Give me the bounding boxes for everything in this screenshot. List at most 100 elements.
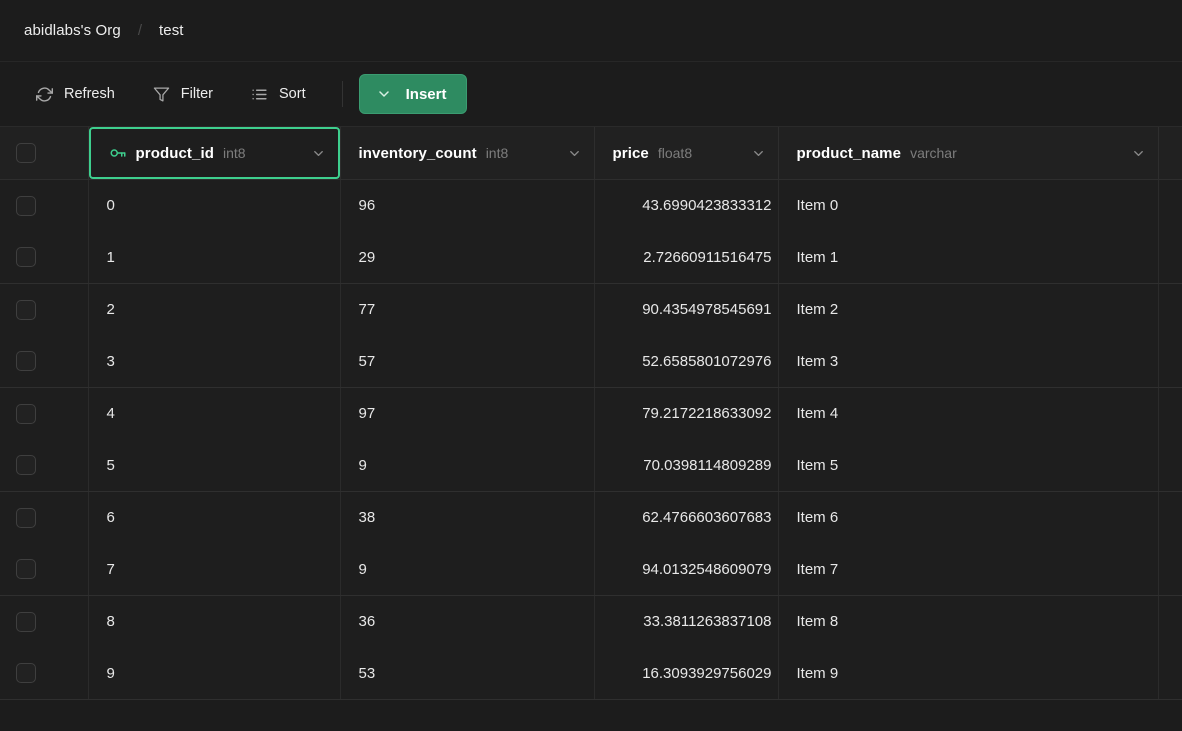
- table-row[interactable]: 3 57 52.6585801072976 Item 3: [0, 335, 1182, 388]
- breadcrumb-table[interactable]: test: [158, 22, 184, 39]
- cell-price[interactable]: 90.4354978545691: [594, 283, 779, 336]
- chevron-down-icon[interactable]: [311, 146, 326, 161]
- row-checkbox[interactable]: [16, 403, 36, 424]
- row-select-cell[interactable]: [0, 543, 89, 596]
- column-header-price[interactable]: price float8: [594, 127, 779, 180]
- filter-button[interactable]: Filter: [141, 78, 225, 110]
- row-select-cell[interactable]: [0, 179, 89, 232]
- cell-product_name[interactable]: Item 9: [778, 647, 1159, 700]
- row-spacer-cell: [1158, 595, 1182, 648]
- table-row[interactable]: 4 97 79.2172218633092 Item 4: [0, 387, 1182, 440]
- column-header-inventory-count[interactable]: inventory_count int8: [340, 127, 595, 180]
- table-row[interactable]: 7 9 94.0132548609079 Item 7: [0, 543, 1182, 596]
- data-grid-container[interactable]: product_id int8 inventory_count int8: [0, 127, 1182, 731]
- row-checkbox[interactable]: [16, 299, 36, 320]
- cell-product_id[interactable]: 1: [88, 231, 341, 284]
- row-checkbox[interactable]: [16, 195, 36, 216]
- cell-inventory_count[interactable]: 29: [340, 231, 595, 284]
- cell-price[interactable]: 79.2172218633092: [594, 387, 779, 440]
- cell-price[interactable]: 2.72660911516475: [594, 231, 779, 284]
- cell-product_id[interactable]: 8: [88, 595, 341, 648]
- cell-price[interactable]: 33.3811263837108: [594, 595, 779, 648]
- refresh-label: Refresh: [64, 86, 115, 102]
- cell-product_id[interactable]: 6: [88, 491, 341, 544]
- cell-product_id[interactable]: 9: [88, 647, 341, 700]
- cell-product_name[interactable]: Item 5: [778, 439, 1159, 492]
- row-spacer-cell: [1158, 647, 1182, 700]
- cell-inventory_count[interactable]: 57: [340, 335, 595, 388]
- row-select-cell[interactable]: [0, 387, 89, 440]
- cell-price[interactable]: 16.3093929756029: [594, 647, 779, 700]
- cell-inventory_count[interactable]: 9: [340, 543, 595, 596]
- cell-product_name[interactable]: Item 2: [778, 283, 1159, 336]
- row-select-cell[interactable]: [0, 335, 89, 388]
- cell-product_name[interactable]: Item 7: [778, 543, 1159, 596]
- column-name: product_id: [135, 144, 214, 162]
- breadcrumb: abidlabs's Org / test: [0, 0, 1182, 62]
- cell-product_id[interactable]: 7: [88, 543, 341, 596]
- table-row[interactable]: 5 9 70.0398114809289 Item 5: [0, 439, 1182, 492]
- cell-product_id[interactable]: 3: [88, 335, 341, 388]
- select-all-checkbox[interactable]: [16, 143, 36, 163]
- cell-product_name[interactable]: Item 8: [778, 595, 1159, 648]
- cell-product_name[interactable]: Item 1: [778, 231, 1159, 284]
- cell-inventory_count[interactable]: 38: [340, 491, 595, 544]
- row-select-cell[interactable]: [0, 283, 89, 336]
- chevron-down-icon[interactable]: [751, 146, 766, 161]
- row-checkbox[interactable]: [16, 663, 36, 684]
- table-row[interactable]: 8 36 33.3811263837108 Item 8: [0, 595, 1182, 648]
- table-row[interactable]: 0 96 43.6990423833312 Item 0: [0, 179, 1182, 232]
- cell-inventory_count[interactable]: 9: [340, 439, 595, 492]
- select-all-header[interactable]: [0, 127, 89, 180]
- cell-product_name[interactable]: Item 4: [778, 387, 1159, 440]
- table-row[interactable]: 2 77 90.4354978545691 Item 2: [0, 283, 1182, 336]
- cell-product_id[interactable]: 0: [88, 179, 341, 232]
- row-spacer-cell: [1158, 491, 1182, 544]
- cell-inventory_count[interactable]: 53: [340, 647, 595, 700]
- cell-product_name[interactable]: Item 0: [778, 179, 1159, 232]
- cell-inventory_count[interactable]: 97: [340, 387, 595, 440]
- cell-price[interactable]: 70.0398114809289: [594, 439, 779, 492]
- sort-button[interactable]: Sort: [239, 78, 318, 110]
- table-row[interactable]: 9 53 16.3093929756029 Item 9: [0, 647, 1182, 700]
- cell-product_id[interactable]: 2: [88, 283, 341, 336]
- column-type: varchar: [910, 145, 957, 161]
- row-spacer-cell: [1158, 335, 1182, 388]
- cell-inventory_count[interactable]: 96: [340, 179, 595, 232]
- column-header-product-id[interactable]: product_id int8: [88, 127, 341, 180]
- chevron-down-icon[interactable]: [567, 146, 582, 161]
- row-select-cell[interactable]: [0, 491, 89, 544]
- breadcrumb-org[interactable]: abidlabs's Org: [24, 22, 121, 39]
- row-select-cell[interactable]: [0, 231, 89, 284]
- cell-inventory_count[interactable]: 36: [340, 595, 595, 648]
- row-select-cell[interactable]: [0, 439, 89, 492]
- table-row[interactable]: 1 29 2.72660911516475 Item 1: [0, 231, 1182, 284]
- cell-inventory_count[interactable]: 77: [340, 283, 595, 336]
- cell-price[interactable]: 43.6990423833312: [594, 179, 779, 232]
- row-checkbox[interactable]: [16, 611, 36, 632]
- cell-price[interactable]: 94.0132548609079: [594, 543, 779, 596]
- insert-button[interactable]: Insert: [358, 74, 468, 114]
- row-checkbox[interactable]: [16, 507, 36, 528]
- cell-price[interactable]: 52.6585801072976: [594, 335, 779, 388]
- row-select-cell[interactable]: [0, 595, 89, 648]
- cell-product_name[interactable]: Item 3: [778, 335, 1159, 388]
- grid-header: product_id int8 inventory_count int8: [0, 127, 1182, 180]
- cell-product_id[interactable]: 5: [88, 439, 341, 492]
- table-row[interactable]: 6 38 62.4766603607683 Item 6: [0, 491, 1182, 544]
- cell-product_id[interactable]: 4: [88, 387, 341, 440]
- refresh-button[interactable]: Refresh: [24, 78, 127, 110]
- row-checkbox[interactable]: [16, 559, 36, 580]
- row-select-cell[interactable]: [0, 647, 89, 700]
- column-header-product-name[interactable]: product_name varchar: [778, 127, 1159, 180]
- row-spacer-cell: [1158, 543, 1182, 596]
- chevron-down-icon[interactable]: [1131, 146, 1146, 161]
- insert-label: Insert: [405, 85, 447, 103]
- row-checkbox[interactable]: [16, 351, 36, 372]
- toolbar-divider: [341, 81, 343, 107]
- grid-toolbar: Refresh Filter Sort: [0, 62, 1182, 127]
- cell-product_name[interactable]: Item 6: [778, 491, 1159, 544]
- row-checkbox[interactable]: [16, 455, 36, 476]
- cell-price[interactable]: 62.4766603607683: [594, 491, 779, 544]
- row-checkbox[interactable]: [16, 247, 36, 268]
